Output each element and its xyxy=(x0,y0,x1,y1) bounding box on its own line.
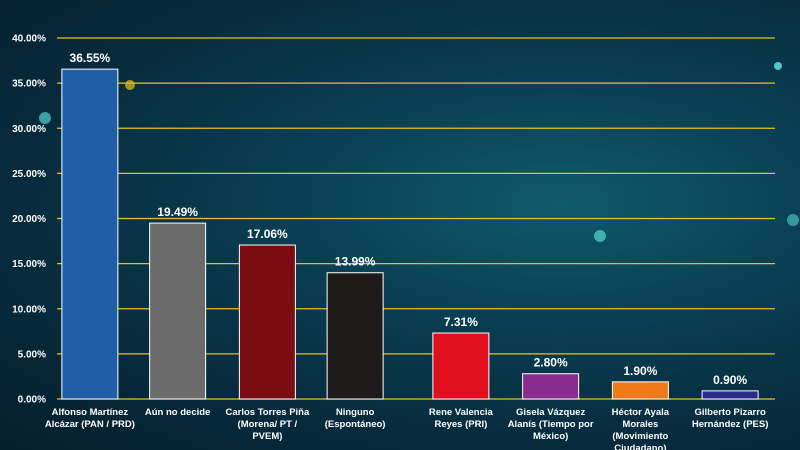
y-tick-label: 0.00% xyxy=(18,395,46,406)
glow-dot xyxy=(774,62,782,70)
data-label: 13.99% xyxy=(335,255,376,269)
glow-dot xyxy=(125,80,135,90)
bar xyxy=(522,373,580,400)
x-tick-label: Héctor Ayala Morales (Movimiento Ciudadano) xyxy=(612,407,670,450)
y-tick-label: 30.00% xyxy=(12,124,46,135)
glow-dot xyxy=(39,112,51,124)
y-tick-label: 5.00% xyxy=(18,349,46,360)
data-label: 1.90% xyxy=(623,364,657,378)
data-label: 17.06% xyxy=(247,227,288,241)
bar xyxy=(61,68,119,400)
background-glows xyxy=(39,62,799,242)
x-tick-label: Gisela Vázquez Alanís (Tiempo por México) xyxy=(508,407,594,442)
glow-dot xyxy=(787,214,799,226)
x-tick-label: Rene Valencia Reyes (PRI) xyxy=(429,407,494,430)
y-tick-label: 15.00% xyxy=(12,259,46,270)
y-tick-label: 35.00% xyxy=(12,79,46,90)
glow-dot xyxy=(594,230,606,242)
y-axis: 0.00% 5.00% 10.00% 15.00% 20.00% 25.00% 30.00%… xyxy=(12,34,46,406)
data-labels: 36.55% 19.49% 17.06% 13.99% 7.31% 2.80% 1.90% 0… xyxy=(70,51,748,387)
bar xyxy=(149,222,207,400)
x-tick-label: Alfonso Martínez Alcázar (PAN / PRD) xyxy=(45,407,135,430)
x-tick-label: Carlos Torres Piña (Morena/ PT / PVEM) xyxy=(225,407,309,442)
bar xyxy=(238,244,296,400)
data-label: 19.49% xyxy=(157,205,198,219)
y-tick-label: 10.00% xyxy=(12,304,46,315)
bar xyxy=(701,390,759,400)
y-tick-label: 40.00% xyxy=(12,34,46,45)
x-tick-label: Ninguno (Espontáneo) xyxy=(325,407,386,430)
data-label: 7.31% xyxy=(444,315,478,329)
x-tick-label: Gilberto Pizarro Hernández (PES) xyxy=(692,407,769,430)
x-axis: Alfonso Martínez Alcázar (PAN / PRD) Aún n… xyxy=(45,407,769,450)
bar xyxy=(611,381,669,400)
y-tick-label: 25.00% xyxy=(12,169,46,180)
bar xyxy=(432,332,490,400)
data-label: 36.55% xyxy=(70,51,111,65)
data-label: 0.90% xyxy=(713,373,747,387)
data-label: 2.80% xyxy=(534,356,568,370)
x-tick-label: Aún no decide xyxy=(145,407,210,418)
bars xyxy=(61,68,759,400)
bar xyxy=(326,272,384,400)
y-tick-label: 20.00% xyxy=(12,214,46,225)
